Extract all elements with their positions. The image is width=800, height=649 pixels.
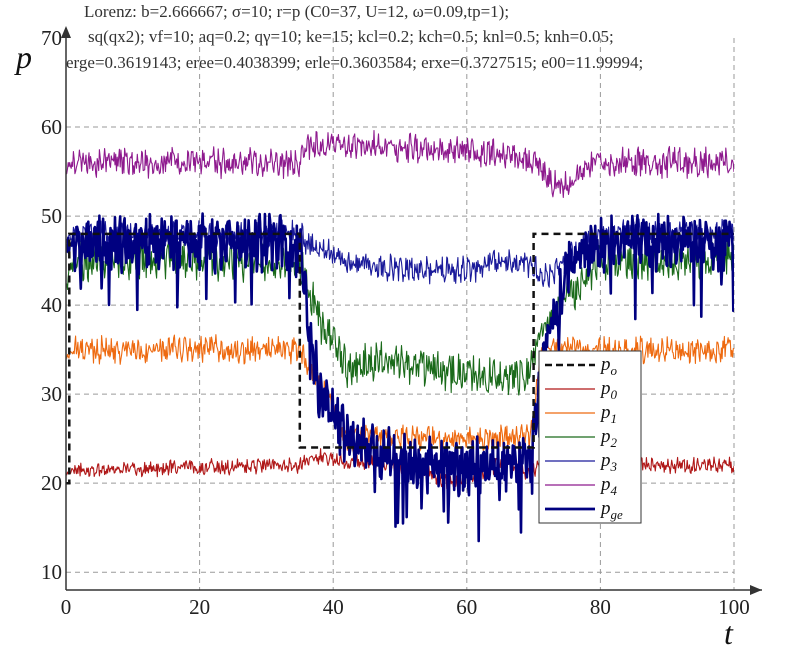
series-line-p4	[66, 129, 734, 199]
legend-label-p2: p2	[599, 426, 618, 450]
series-line-po	[66, 232, 734, 485]
legend-label-p4: p4	[599, 474, 618, 498]
x-tick-label: 40	[323, 595, 344, 619]
y-tick-label: 30	[41, 382, 62, 406]
x-tick-label: 80	[590, 595, 611, 619]
axes	[61, 26, 762, 595]
title-line: sq(qx2); vf=10; aq=0.2; qγ=10; ke=15; kc…	[88, 27, 614, 46]
y-tick-label: 40	[41, 293, 62, 317]
x-tick-label: 60	[456, 595, 477, 619]
legend-label-p0: p0	[599, 378, 618, 402]
legend-label-pge: pge	[599, 498, 623, 522]
x-tick-label: 0	[61, 595, 72, 619]
chart-title-block: Lorenz: b=2.666667; σ=10; r=p (C0=37, U=…	[66, 2, 643, 72]
legend-label-p3: p3	[599, 450, 618, 474]
y-axis-label: p	[14, 39, 32, 75]
x-tick-label: 20	[189, 595, 210, 619]
y-tick-label: 60	[41, 115, 62, 139]
x-axis-arrow	[750, 585, 762, 595]
y-tick-label: 20	[41, 471, 62, 495]
title-line: Lorenz: b=2.666667; σ=10; r=p (C0=37, U=…	[84, 2, 509, 21]
series-group	[66, 129, 734, 543]
title-line: erge=0.3619143; eree=0.4038399; erle=0.3…	[66, 53, 643, 72]
x-tick-label: 100	[718, 595, 750, 619]
series-line-pge	[66, 212, 734, 543]
y-axis-arrow	[61, 26, 71, 38]
x-axis-label: t	[724, 615, 734, 649]
y-tick-label: 10	[41, 560, 62, 584]
tick-labels: 0 20 40 60 80 100 10 20 30 40 50 60 70	[41, 26, 750, 619]
legend-label-p1: p1	[599, 402, 617, 426]
y-tick-label: 50	[41, 204, 62, 228]
legend-label-po: po	[599, 354, 618, 378]
y-tick-label: 70	[41, 26, 62, 50]
